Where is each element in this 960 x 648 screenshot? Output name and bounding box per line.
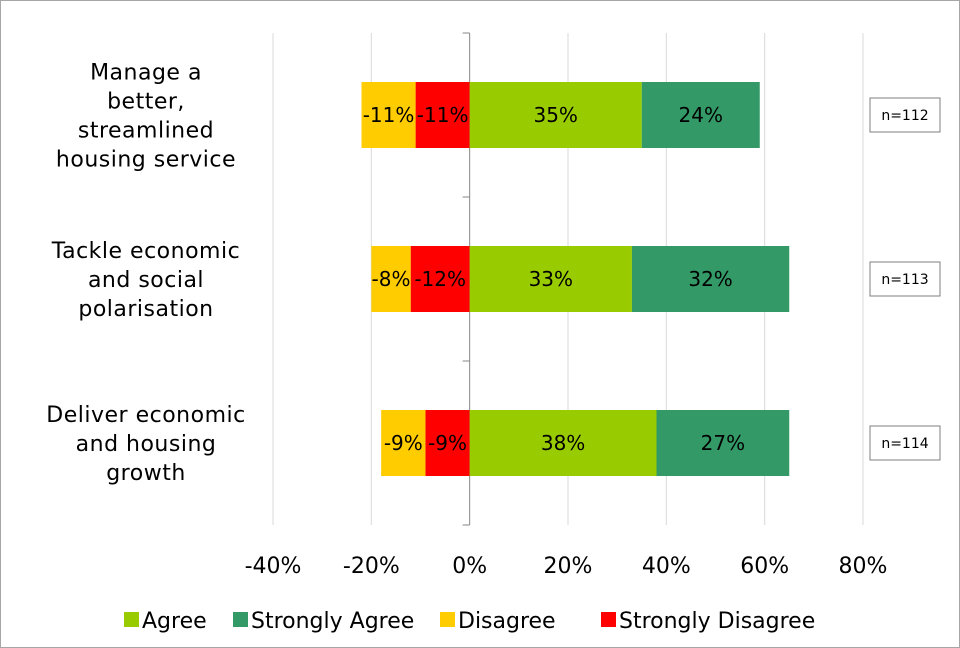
bar-label-strongly-disagree: -9%	[428, 431, 467, 455]
legend-label-disagree: Disagree	[458, 609, 556, 634]
x-tick-label: 80%	[839, 554, 888, 579]
bar-label-strongly-agree: 24%	[679, 103, 723, 127]
bar-strongly-disagree	[410, 246, 470, 312]
bar-strongly-agree	[641, 82, 760, 148]
legend-swatch-strongly-agree	[233, 612, 248, 627]
x-axis-tick-labels: -40% -20% 0% 20% 40% 60% 80%	[245, 554, 888, 579]
sample-size-label: n=112	[881, 108, 928, 124]
x-tick-label: -40%	[245, 554, 302, 579]
x-tick-label: 60%	[740, 554, 789, 579]
bar-agree	[469, 410, 657, 476]
legend-swatch-disagree	[440, 612, 455, 627]
sample-size-box	[869, 261, 941, 297]
bar-label-agree: 33%	[529, 267, 573, 291]
bar-label-strongly-agree: 27%	[701, 431, 745, 455]
bar-strongly-disagree	[425, 410, 470, 476]
bar-strongly-disagree	[415, 82, 470, 148]
bar-label-strongly-disagree: -11%	[417, 103, 469, 127]
bars: -11%-11% 35% 24% -12%-8% 33% 32% -9%-9% 38% 27%	[361, 82, 790, 476]
bar-label-agree: 35%	[533, 103, 577, 127]
legend-label-agree: Agree	[142, 609, 207, 634]
sample-size-box	[869, 97, 941, 133]
legend-swatch-agree	[124, 612, 139, 627]
x-tick-label: 40%	[642, 554, 691, 579]
category-label: Tackle economic and social polarisation	[51, 239, 240, 322]
bar-strongly-agree	[656, 410, 790, 476]
bar-disagree	[361, 82, 416, 148]
bar-agree	[469, 82, 642, 148]
sample-size-box	[869, 425, 941, 461]
bar-label-disagree: -8%	[372, 267, 411, 291]
x-tick-label: 20%	[544, 554, 593, 579]
bar-label-disagree: -11%	[363, 103, 415, 127]
legend-label-strongly-agree: Strongly Agree	[251, 609, 414, 634]
category-label: Deliver economic and housing growth	[46, 403, 245, 486]
bar-label-strongly-disagree: -12%	[414, 267, 466, 291]
x-tick-label: -20%	[343, 554, 400, 579]
sample-size-label: n=113	[881, 272, 928, 288]
legend-label-strongly-disagree: Strongly Disagree	[619, 609, 815, 634]
bar-disagree	[381, 410, 426, 476]
legend: Agree Strongly Agree Disagree Strongly Disa…	[124, 609, 815, 634]
category-labels: Manage a better, streamlined housing servic…	[46, 61, 245, 487]
sample-size-labels: n=112 n=113 n=114	[869, 97, 941, 461]
bar-label-strongly-agree: 32%	[688, 267, 732, 291]
x-tick-label: 0%	[452, 554, 487, 579]
category-label: Manage a better, streamlined housing servic…	[56, 61, 236, 173]
bar-label-agree: 38%	[541, 431, 585, 455]
sample-size-label: n=114	[881, 436, 928, 452]
bar-disagree	[371, 246, 411, 312]
bar-strongly-agree	[631, 246, 790, 312]
bar-agree	[469, 246, 632, 312]
legend-swatch-strongly-disagree	[601, 612, 616, 627]
bar-label-disagree: -9%	[384, 431, 423, 455]
